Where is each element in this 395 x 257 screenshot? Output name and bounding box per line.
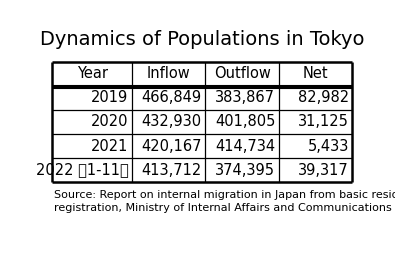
Text: Dynamics of Populations in Tokyo: Dynamics of Populations in Tokyo (40, 30, 365, 49)
Text: 420,167: 420,167 (141, 139, 202, 153)
Text: 414,734: 414,734 (215, 139, 275, 153)
Text: 82,982: 82,982 (298, 90, 349, 105)
Text: 2021: 2021 (91, 139, 128, 153)
Text: 5,433: 5,433 (307, 139, 349, 153)
Text: Outflow: Outflow (214, 66, 271, 81)
Text: Source: Report on internal migration in Japan from basic resident
registration, : Source: Report on internal migration in … (54, 190, 395, 213)
Text: Inflow: Inflow (147, 66, 190, 81)
Text: 31,125: 31,125 (298, 114, 349, 129)
Text: 383,867: 383,867 (215, 90, 275, 105)
Text: 39,317: 39,317 (298, 163, 349, 178)
Text: 413,712: 413,712 (141, 163, 202, 178)
Text: 2019: 2019 (91, 90, 128, 105)
Text: 2022 （1-11）: 2022 （1-11） (36, 163, 128, 178)
Text: 2020: 2020 (91, 114, 128, 129)
Text: 374,395: 374,395 (215, 163, 275, 178)
Text: 432,930: 432,930 (142, 114, 202, 129)
Text: 401,805: 401,805 (215, 114, 275, 129)
Text: Year: Year (77, 66, 108, 81)
Text: Net: Net (303, 66, 329, 81)
Text: 466,849: 466,849 (142, 90, 202, 105)
